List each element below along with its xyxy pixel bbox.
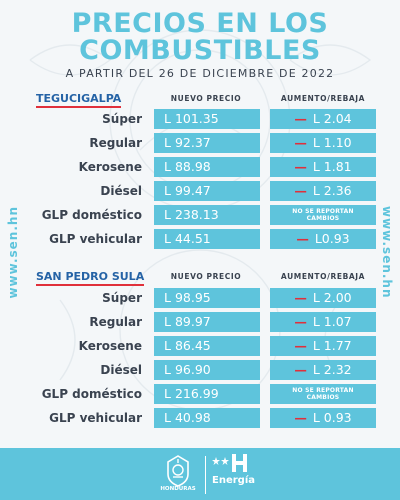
change-marker: — — [296, 231, 309, 246]
change-marker: — — [294, 183, 307, 198]
fuel-label: Regular — [89, 315, 142, 329]
change-cell: — L 1.10 — [270, 133, 376, 153]
table-row: GLP vehicular L 40.98 — L 0.93 — [0, 408, 400, 428]
column-header-new-price: NUEVO PRECIO — [170, 94, 242, 103]
fuel-label: GLP doméstico — [41, 387, 142, 401]
table-row: Regular L 89.97 — L 1.07 — [0, 312, 400, 332]
fuel-label: GLP vehicular — [49, 411, 142, 425]
note-line-1: NO SE REPORTAN — [292, 208, 354, 215]
price-cell: L 44.51 — [154, 229, 260, 249]
energia-logo-icon — [212, 454, 247, 472]
change-value: L 2.00 — [312, 290, 352, 305]
footer-divider — [205, 456, 206, 494]
change-value: L 1.10 — [312, 135, 352, 150]
change-cell: — L 0.93 — [270, 408, 376, 428]
note-line-1: NO SE REPORTAN — [292, 387, 354, 394]
change-cell: — L 1.07 — [270, 312, 376, 332]
fuel-label: Kerosene — [78, 339, 142, 353]
change-marker: — — [294, 410, 307, 425]
price-cell: L 99.47 — [154, 181, 260, 201]
price-cell: L 40.98 — [154, 408, 260, 428]
honduras-emblem-icon — [167, 455, 189, 487]
change-value: L 2.36 — [312, 183, 352, 198]
change-marker: — — [294, 338, 307, 353]
page-subtitle: A PARTIR DEL 26 DE DICIEMBRE DE 2022 — [65, 67, 335, 80]
city-title: TEGUCIGALPA — [36, 92, 122, 108]
column-header-new-price: NUEVO PRECIO — [170, 272, 242, 281]
column-header-change: AUMENTO/REBAJA — [280, 94, 366, 103]
change-value: L 2.04 — [312, 111, 352, 126]
change-marker: — — [294, 290, 307, 305]
honduras-label: HONDURAS — [160, 486, 196, 492]
change-cell: — L 2.00 — [270, 288, 376, 308]
title-line-1: PRECIOS EN LOS — [71, 8, 329, 39]
price-cell: L 88.98 — [154, 157, 260, 177]
table-row: Diésel L 99.47 — L 2.36 — [0, 181, 400, 201]
fuel-label: Diésel — [100, 363, 142, 377]
price-cell: L 96.90 — [154, 360, 260, 380]
table-row: GLP vehicular L 44.51 — L0.93 — [0, 229, 400, 249]
change-value: L 1.77 — [312, 338, 352, 353]
fuel-label: Regular — [89, 136, 142, 150]
table-row: Súper L 98.95 — L 2.00 — [0, 288, 400, 308]
change-value: L 1.07 — [312, 314, 352, 329]
fuel-label: Súper — [102, 291, 142, 305]
change-marker: — — [294, 362, 307, 377]
change-cell: — L 2.32 — [270, 360, 376, 380]
table-row: GLP doméstico L 216.99 NO SE REPORTAN CAM… — [0, 384, 400, 404]
page-title: PRECIOS EN LOS COMBUSTIBLES — [0, 10, 400, 64]
change-cell: — L 1.81 — [270, 157, 376, 177]
fuel-label: GLP vehicular — [49, 232, 142, 246]
city-title: SAN PEDRO SULA — [36, 270, 145, 286]
price-cell: L 98.95 — [154, 288, 260, 308]
price-cell: L 101.35 — [154, 109, 260, 129]
price-cell: L 216.99 — [154, 384, 260, 404]
change-value: L 2.32 — [312, 362, 352, 377]
note-line-2: CAMBIOS — [306, 394, 340, 401]
table-row: Regular L 92.37 — L 1.10 — [0, 133, 400, 153]
change-marker: — — [294, 159, 307, 174]
change-marker: — — [294, 135, 307, 150]
price-cell: L 238.13 — [154, 205, 260, 225]
no-change-note: NO SE REPORTAN CAMBIOS — [270, 384, 376, 401]
price-cell: L 89.97 — [154, 312, 260, 332]
note-line-2: CAMBIOS — [306, 215, 340, 222]
change-cell: NO SE REPORTAN CAMBIOS — [270, 384, 376, 404]
energia-label: Energía — [212, 475, 255, 486]
footer-bar: HONDURAS Energía — [0, 448, 400, 500]
price-cell: L 92.37 — [154, 133, 260, 153]
no-change-note: NO SE REPORTAN CAMBIOS — [270, 205, 376, 222]
change-cell: — L 2.04 — [270, 109, 376, 129]
change-cell: — L 2.36 — [270, 181, 376, 201]
column-header-change: AUMENTO/REBAJA — [280, 272, 366, 281]
side-url-right: www.sen.hn — [380, 206, 394, 299]
fuel-label: Kerosene — [78, 160, 142, 174]
table-row: Kerosene L 86.45 — L 1.77 — [0, 336, 400, 356]
change-cell: NO SE REPORTAN CAMBIOS — [270, 205, 376, 225]
change-value: L 1.81 — [312, 159, 352, 174]
price-cell: L 86.45 — [154, 336, 260, 356]
table-row: Kerosene L 88.98 — L 1.81 — [0, 157, 400, 177]
change-value: L 0.93 — [312, 410, 352, 425]
fuel-label: Diésel — [100, 184, 142, 198]
table-row: Diésel L 96.90 — L 2.32 — [0, 360, 400, 380]
change-value: L0.93 — [314, 231, 350, 246]
table-row: Súper L 101.35 — L 2.04 — [0, 109, 400, 129]
fuel-label: GLP doméstico — [41, 208, 142, 222]
change-cell: — L 1.77 — [270, 336, 376, 356]
fuel-label: Súper — [102, 112, 142, 126]
change-cell: — L0.93 — [270, 229, 376, 249]
table-row: GLP doméstico L 238.13 NO SE REPORTAN CAM… — [0, 205, 400, 225]
title-line-2: COMBUSTIBLES — [79, 35, 321, 66]
change-marker: — — [294, 314, 307, 329]
change-marker: — — [294, 111, 307, 126]
